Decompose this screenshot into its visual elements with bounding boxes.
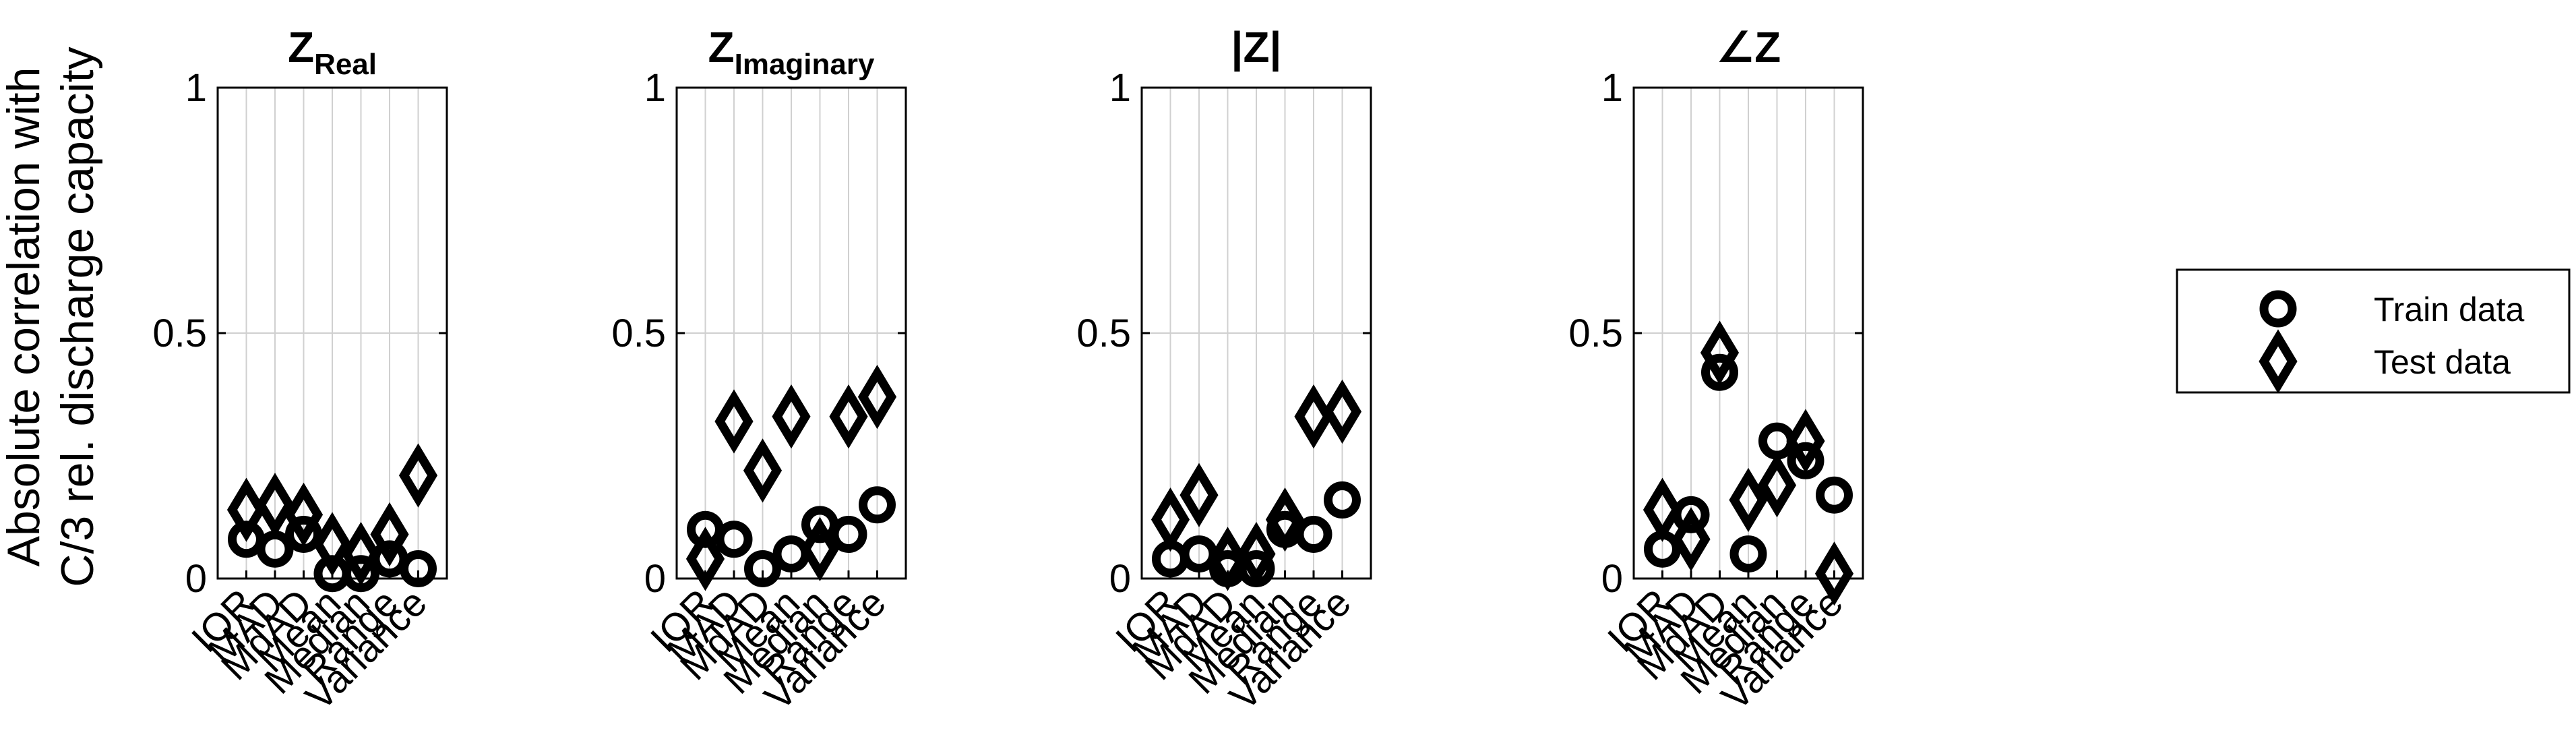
test-data-point xyxy=(1237,521,1276,587)
train-data-point xyxy=(744,550,781,587)
y-tick-label: 1 xyxy=(1601,66,1623,110)
train-data-point xyxy=(1729,535,1767,573)
y-tick-label: 1 xyxy=(644,66,666,110)
panel-title-main: Z xyxy=(708,23,735,71)
legend-box xyxy=(2176,268,2571,394)
train-data-point xyxy=(715,521,753,558)
train-data-point xyxy=(1816,476,1853,514)
train-data-point xyxy=(859,486,896,524)
test-data-point xyxy=(370,502,409,567)
panel-title-subscript: Imaginary xyxy=(735,48,875,81)
panel-title-main: Z xyxy=(288,23,314,71)
y-axis-label: Absolute correlation with C/3 rel. disch… xyxy=(0,47,103,587)
train-data-point xyxy=(342,555,379,593)
train-data-point xyxy=(400,550,437,587)
panel-1: 00.51IQRMADMdADMeanMedianRangeVarianceZR… xyxy=(152,23,448,719)
train-data-point xyxy=(830,515,867,553)
panel-3: 00.51IQRMADMdADMeanMedianRangeVariance|Z… xyxy=(1076,23,1372,719)
train-data-point xyxy=(1701,353,1738,391)
test-data-point xyxy=(1729,467,1768,533)
test-data-point xyxy=(857,365,897,430)
train-data-point xyxy=(1295,515,1332,553)
legend-label: Train data xyxy=(2374,291,2524,328)
y-tick-label: 0.5 xyxy=(152,312,207,355)
panel-title-main: ∠Z xyxy=(1716,23,1781,71)
legend-diamond-marker xyxy=(2259,329,2298,394)
y-axis-label-line-1: Absolute correlation with xyxy=(0,67,49,567)
test-data-point xyxy=(714,389,754,454)
train-data-point xyxy=(1324,481,1361,519)
train-data-point xyxy=(1787,442,1824,479)
panel-title: ZImaginary xyxy=(708,23,875,81)
y-tick-label: 1 xyxy=(1109,66,1131,110)
chart-panels: 00.51IQRMADMdADMeanMedianRangeVarianceZR… xyxy=(152,23,1864,719)
test-data-point xyxy=(1179,463,1219,527)
train-data-point xyxy=(285,515,322,553)
test-data-point xyxy=(1208,527,1248,591)
y-tick-label: 0.5 xyxy=(1568,312,1623,355)
panel-title-main: |Z| xyxy=(1231,23,1282,72)
panel-title: ZReal xyxy=(288,23,377,81)
test-data-point xyxy=(1643,477,1682,542)
test-data-point xyxy=(829,384,868,449)
test-data-point xyxy=(1294,384,1333,449)
panel-2: 00.51IQRMADMdADMeanMedianRangeVarianceZI… xyxy=(611,23,907,719)
panel-title: ∠Z xyxy=(1716,23,1781,71)
test-data-point xyxy=(1672,507,1711,572)
legend: Train data Test data xyxy=(2176,268,2571,394)
test-data-point xyxy=(398,443,438,508)
y-tick-label: 0 xyxy=(644,557,666,601)
test-data-point xyxy=(341,521,381,587)
test-data-point xyxy=(284,482,324,547)
test-data-point xyxy=(1151,487,1190,552)
y-tick-label: 0 xyxy=(185,557,207,601)
y-tick-label: 0.5 xyxy=(611,312,666,355)
test-data-point xyxy=(226,477,266,542)
test-data-point xyxy=(743,438,783,503)
legend-circle-marker xyxy=(2259,290,2297,328)
y-tick-label: 0 xyxy=(1109,557,1131,601)
test-data-point xyxy=(685,527,725,591)
test-data-point xyxy=(1322,379,1362,444)
panel-title: |Z| xyxy=(1231,23,1282,72)
panel-title-subscript: Real xyxy=(314,48,377,81)
test-data-point xyxy=(1814,541,1854,606)
test-data-point xyxy=(800,516,840,581)
y-tick-label: 1 xyxy=(185,66,207,110)
test-data-point xyxy=(1757,453,1797,518)
test-data-point xyxy=(313,512,352,577)
y-tick-label: 0 xyxy=(1601,557,1623,601)
test-data-point xyxy=(1700,320,1740,385)
y-tick-label: 0.5 xyxy=(1076,312,1131,355)
legend-label: Test data xyxy=(2374,343,2511,381)
y-axis-label-line-2: C/3 rel. discharge capacity xyxy=(52,47,103,587)
test-data-point xyxy=(255,473,295,537)
test-data-point xyxy=(1265,487,1305,552)
test-data-point xyxy=(772,384,811,449)
test-data-point xyxy=(1786,409,1825,473)
